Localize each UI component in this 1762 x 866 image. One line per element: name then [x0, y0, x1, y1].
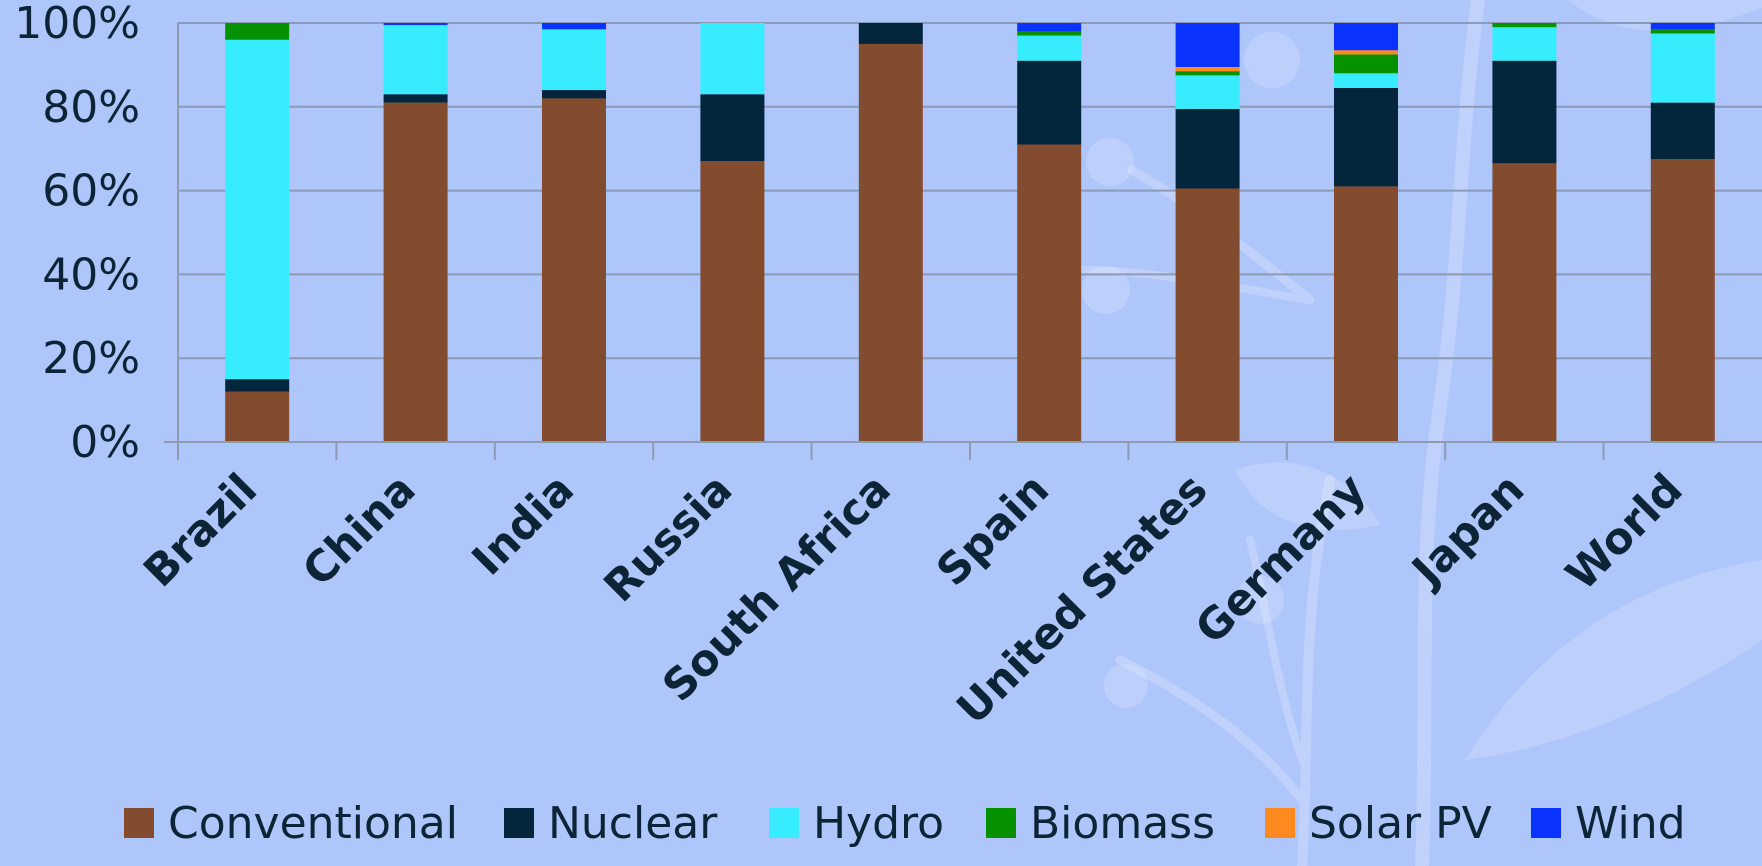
x-tick-label: Brazil	[134, 464, 267, 597]
axes	[164, 23, 1762, 460]
bar-segment	[1334, 186, 1398, 442]
bar-segment	[1492, 60, 1557, 164]
bar-segment	[383, 25, 448, 95]
bar-segment	[1175, 23, 1240, 67]
bar-segment	[1334, 23, 1398, 51]
bar-segment	[1175, 75, 1240, 109]
legend-item: Biomass	[986, 798, 1215, 849]
legend-item: Conventional	[124, 798, 458, 849]
bar-segment	[1017, 31, 1082, 36]
bar-segment	[700, 161, 765, 442]
bar-segment	[542, 90, 606, 99]
legend-swatch	[769, 808, 799, 838]
legend-swatch	[986, 808, 1016, 838]
bar-segment	[1175, 66, 1240, 72]
y-tick-label: 80%	[42, 82, 140, 133]
legend-label: Solar PV	[1309, 798, 1492, 849]
legend-item: Wind	[1531, 798, 1686, 849]
x-tick-label: World	[1557, 464, 1693, 600]
legend: Conventional Nuclear Hydro Biomass Solar PV W…	[124, 798, 1686, 849]
x-tick-label: China	[293, 464, 425, 596]
bar-segment	[1650, 23, 1715, 30]
legend-label: Biomass	[1030, 798, 1215, 849]
y-tick-label: 20%	[42, 333, 140, 384]
x-tick-label: Russia	[595, 464, 743, 612]
bar-segment	[1017, 35, 1082, 61]
legend-label: Conventional	[168, 798, 458, 849]
y-axis-tick-labels: 0% 20% 40% 60% 80% 100%	[14, 0, 140, 468]
bar-segment	[225, 23, 290, 40]
bar-segment	[1175, 108, 1240, 189]
bar-segment	[1650, 33, 1715, 103]
bar-segment	[1492, 163, 1557, 443]
legend-item: Solar PV	[1265, 798, 1492, 849]
y-tick-label: 60%	[42, 166, 140, 217]
bar-segment	[542, 23, 606, 30]
bar-segment	[225, 379, 290, 392]
bar-segment	[383, 102, 448, 443]
legend-label: Wind	[1575, 798, 1686, 849]
bar-segment	[1017, 60, 1082, 145]
legend-label: Hydro	[813, 798, 944, 849]
bar-segment	[1334, 73, 1398, 88]
bar-segment	[1650, 102, 1715, 160]
bar-segment	[1492, 27, 1557, 61]
bar-segment	[225, 39, 290, 380]
legend-item: Nuclear	[504, 798, 718, 849]
y-tick-label: 40%	[42, 249, 140, 300]
y-tick-label: 100%	[14, 0, 140, 49]
legend-swatch	[1531, 808, 1561, 838]
bar-segment	[1175, 71, 1240, 76]
bar-segment	[383, 94, 448, 103]
bar-segment	[1334, 54, 1398, 74]
bar-segment	[858, 23, 923, 44]
bar-segment	[383, 23, 448, 26]
bar-segment	[225, 391, 290, 442]
bar-segment	[1017, 144, 1082, 442]
bar-segment	[1650, 159, 1715, 443]
bar-segment	[1175, 188, 1240, 442]
legend-swatch	[124, 808, 154, 838]
bar-segment	[700, 23, 765, 95]
y-tick-label: 0%	[70, 417, 140, 468]
x-tick-label: Spain	[927, 464, 1059, 596]
legend-label: Nuclear	[548, 798, 718, 849]
bar-segment	[1650, 29, 1715, 34]
bar-segment	[1334, 50, 1398, 55]
legend-item: Hydro	[769, 798, 944, 849]
leaf-watermark	[1076, 0, 1485, 866]
bar-stacks	[225, 23, 1715, 443]
bar-segment	[1334, 87, 1398, 187]
legend-swatch	[504, 808, 534, 838]
bar-segment	[542, 29, 606, 91]
bar-segment	[1492, 23, 1557, 28]
legend-swatch	[1265, 808, 1295, 838]
bar-segment	[858, 43, 923, 442]
bar-segment	[1017, 23, 1082, 32]
bar-segment	[700, 94, 765, 162]
x-tick-label: India	[463, 464, 584, 585]
bar-segment	[542, 98, 606, 443]
